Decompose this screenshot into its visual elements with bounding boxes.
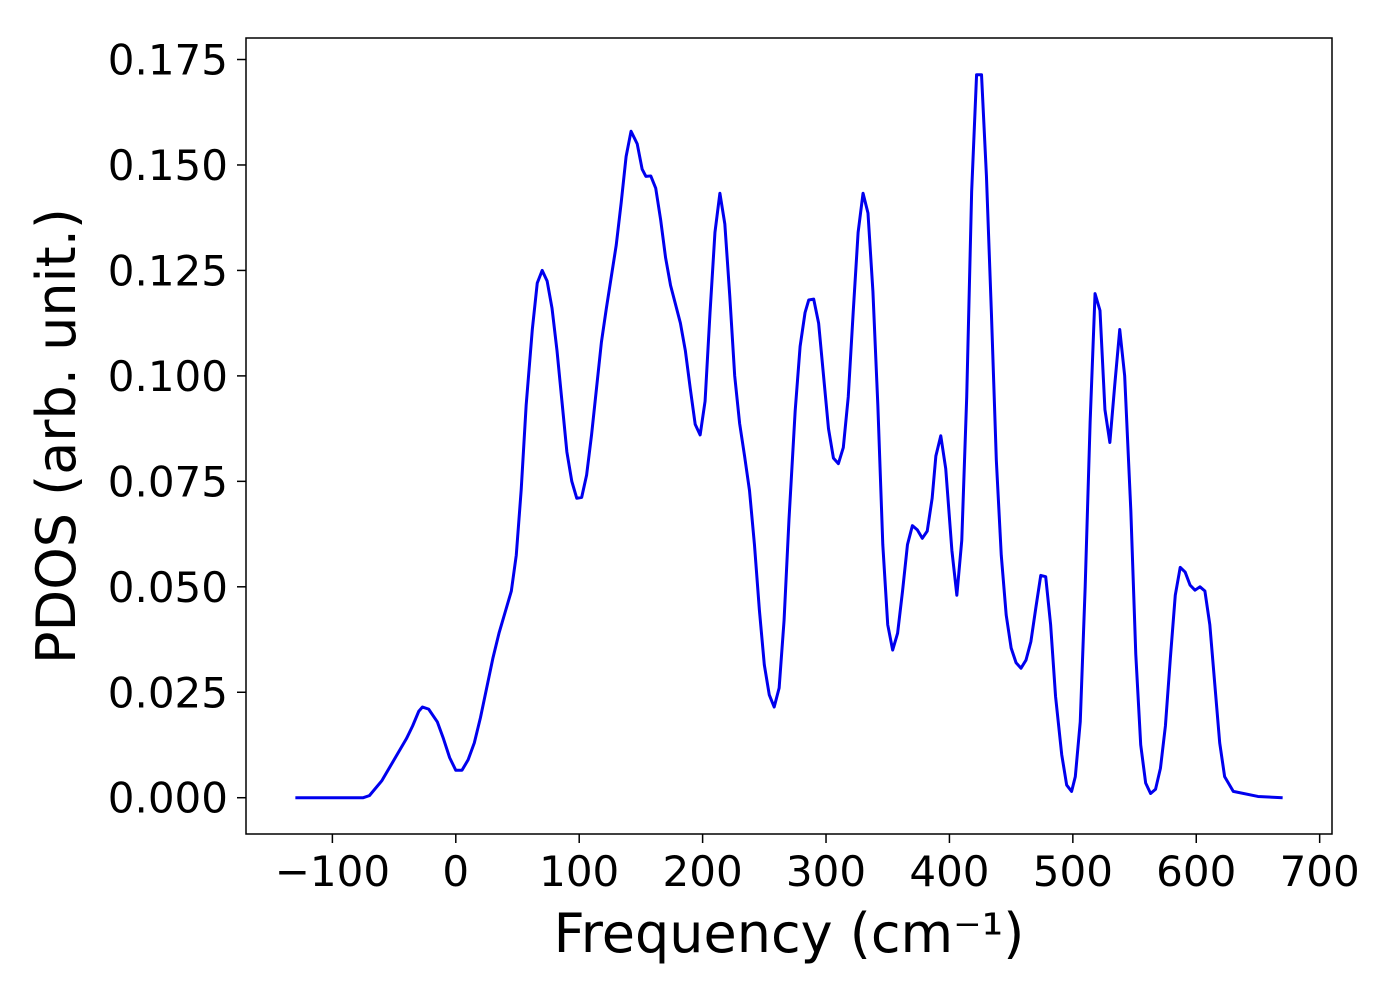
x-tick-label: 200 [663,847,743,896]
x-tick-label: 0 [442,847,469,896]
y-tick-label: 0.075 [108,457,228,506]
y-tick-label: 0.025 [108,668,228,717]
x-tick-label: 700 [1280,847,1360,896]
plot-frame [245,37,1333,835]
y-tick-label: 0.100 [108,352,228,401]
y-tick-label: 0.150 [108,141,228,190]
x-tick-label: 400 [909,847,989,896]
x-tick-label: 500 [1033,847,1113,896]
line [295,73,1283,800]
y-axis-label: PDOS (arb. unit.) [25,208,88,664]
x-tick-label: 300 [786,847,866,896]
x-axis-label: Frequency (cm⁻¹) [554,902,1025,965]
x-tick-label: 600 [1156,847,1236,896]
y-tick-label: 0.125 [108,246,228,295]
y-tick-label: 0.000 [108,774,228,823]
x-tick-label: −100 [275,847,390,896]
x-tick-label: 100 [539,847,619,896]
y-tick-label: 0.175 [108,36,228,85]
y-tick-label: 0.050 [108,563,228,612]
